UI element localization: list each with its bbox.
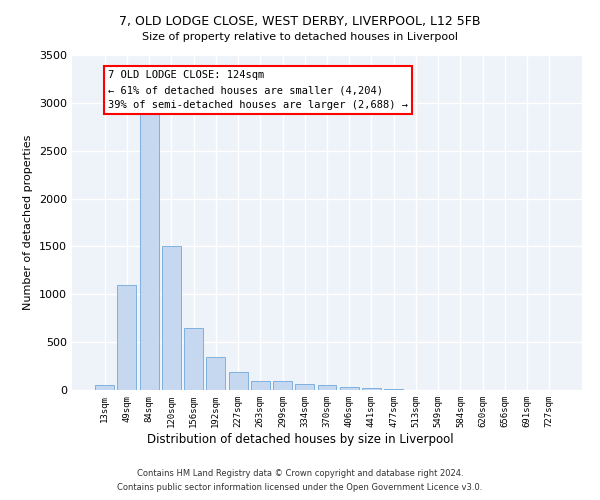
Text: 7 OLD LODGE CLOSE: 124sqm
← 61% of detached houses are smaller (4,204)
39% of se: 7 OLD LODGE CLOSE: 124sqm ← 61% of detac…	[108, 70, 408, 110]
Bar	[317, 385, 337, 390]
Bar	[95, 385, 114, 390]
Bar	[251, 381, 270, 390]
Y-axis label: Number of detached properties: Number of detached properties	[23, 135, 34, 310]
Bar	[362, 388, 381, 390]
Bar	[140, 112, 158, 390]
Text: Contains HM Land Registry data © Crown copyright and database right 2024.: Contains HM Land Registry data © Crown c…	[137, 468, 463, 477]
Text: Distribution of detached houses by size in Liverpool: Distribution of detached houses by size …	[146, 432, 454, 446]
Bar	[162, 246, 181, 390]
Bar	[184, 328, 203, 390]
Bar	[118, 284, 136, 390]
Text: Contains public sector information licensed under the Open Government Licence v3: Contains public sector information licen…	[118, 484, 482, 492]
Text: Size of property relative to detached houses in Liverpool: Size of property relative to detached ho…	[142, 32, 458, 42]
Bar	[273, 382, 292, 390]
Text: 7, OLD LODGE CLOSE, WEST DERBY, LIVERPOOL, L12 5FB: 7, OLD LODGE CLOSE, WEST DERBY, LIVERPOO…	[119, 15, 481, 28]
Bar	[206, 358, 225, 390]
Bar	[340, 387, 359, 390]
Bar	[295, 384, 314, 390]
Bar	[384, 389, 403, 390]
Bar	[229, 372, 248, 390]
